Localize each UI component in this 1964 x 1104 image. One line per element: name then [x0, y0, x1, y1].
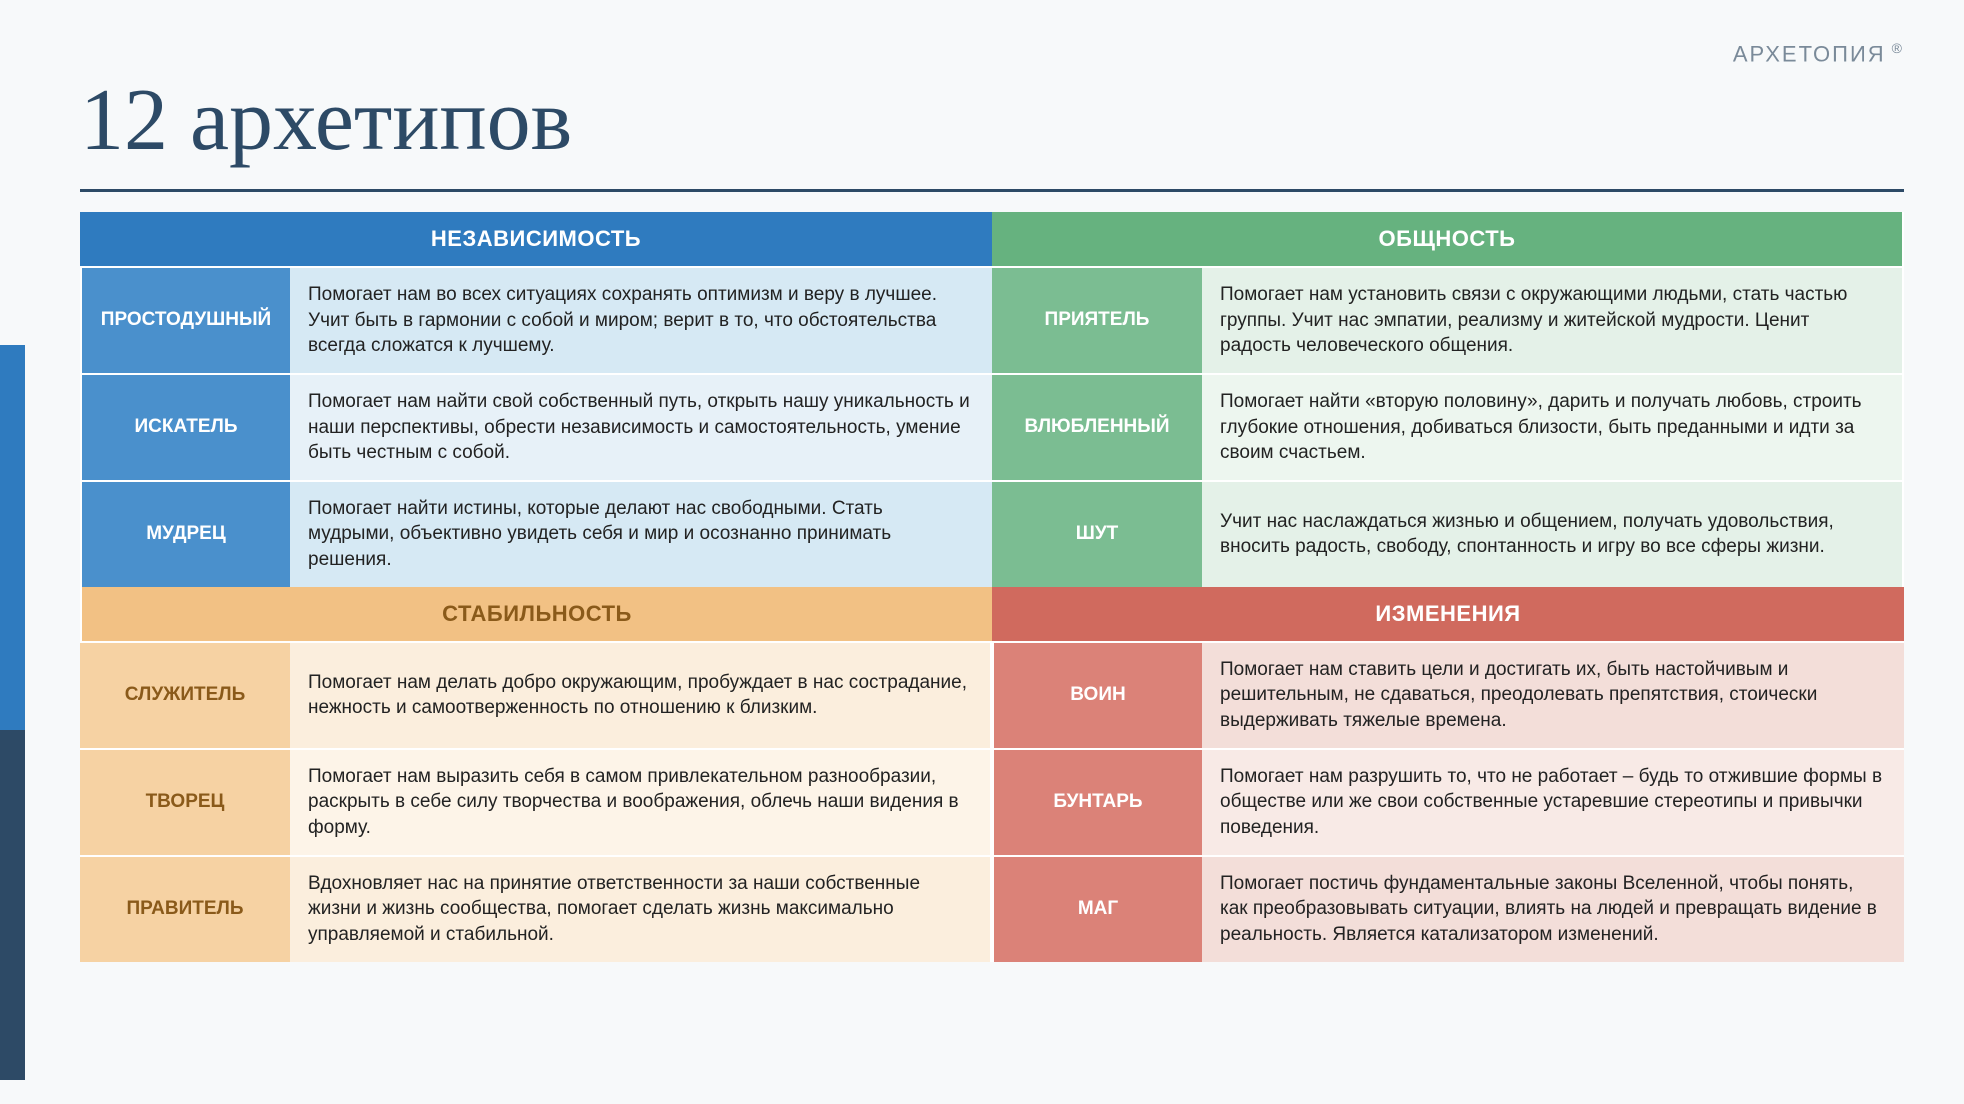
archetype-description: Вдохновляет нас на принятие ответственно…	[290, 855, 992, 962]
archetype-description: Помогает найти «вторую половину», дарить…	[1202, 373, 1904, 480]
side-accent-dark	[0, 730, 25, 1080]
archetype-description: Помогает нам установить связи с окружающ…	[1202, 266, 1904, 373]
archetype-label: СЛУЖИТЕЛЬ	[80, 641, 290, 748]
archetype-description: Помогает нам делать добро окружающим, пр…	[290, 641, 992, 748]
archetype-label: ТВОРЕЦ	[80, 748, 290, 855]
brand-text: АРХЕТОПИЯ	[1733, 41, 1886, 66]
quadrant-header: СТАБИЛЬНОСТЬ	[80, 587, 992, 641]
archetype-label: ШУТ	[992, 480, 1202, 587]
archetype-grid: НЕЗАВИСИМОСТЬОБЩНОСТЬПРОСТОДУШНЫЙПомогае…	[80, 212, 1904, 962]
archetype-label: ИСКАТЕЛЬ	[80, 373, 290, 480]
quadrant-header: НЕЗАВИСИМОСТЬ	[80, 212, 992, 266]
archetype-description: Помогает нам разрушить то, что не работа…	[1202, 748, 1904, 855]
brand-mark: ®	[1892, 40, 1904, 56]
archetype-label: ВОИН	[992, 641, 1202, 748]
title-container: 12 архетипов	[0, 0, 1964, 181]
quadrant-header: ОБЩНОСТЬ	[992, 212, 1904, 266]
archetype-description: Помогает нам найти свой собственный путь…	[290, 373, 992, 480]
archetype-description: Помогает нам выразить себя в самом привл…	[290, 748, 992, 855]
side-accent-blue	[0, 345, 25, 730]
archetype-description: Помогает нам ставить цели и достигать их…	[1202, 641, 1904, 748]
archetype-label: ПРОСТОДУШНЫЙ	[80, 266, 290, 373]
archetype-description: Помогает найти истины, которые делают на…	[290, 480, 992, 587]
page-title: 12 архетипов	[80, 70, 1904, 171]
quadrant-header: ИЗМЕНЕНИЯ	[992, 587, 1904, 641]
title-underline	[80, 189, 1904, 192]
brand-logo: АРХЕТОПИЯ ®	[1733, 40, 1904, 67]
archetype-label: ПРАВИТЕЛЬ	[80, 855, 290, 962]
archetype-label: ВЛЮБЛЕННЫЙ	[992, 373, 1202, 480]
archetype-description: Помогает нам во всех ситуациях сохранять…	[290, 266, 992, 373]
archetype-label: МАГ	[992, 855, 1202, 962]
archetype-label: МУДРЕЦ	[80, 480, 290, 587]
archetype-label: БУНТАРЬ	[992, 748, 1202, 855]
archetype-label: ПРИЯТЕЛЬ	[992, 266, 1202, 373]
archetype-description: Учит нас наслаждаться жизнью и общением,…	[1202, 480, 1904, 587]
archetype-description: Помогает постичь фундаментальные законы …	[1202, 855, 1904, 962]
